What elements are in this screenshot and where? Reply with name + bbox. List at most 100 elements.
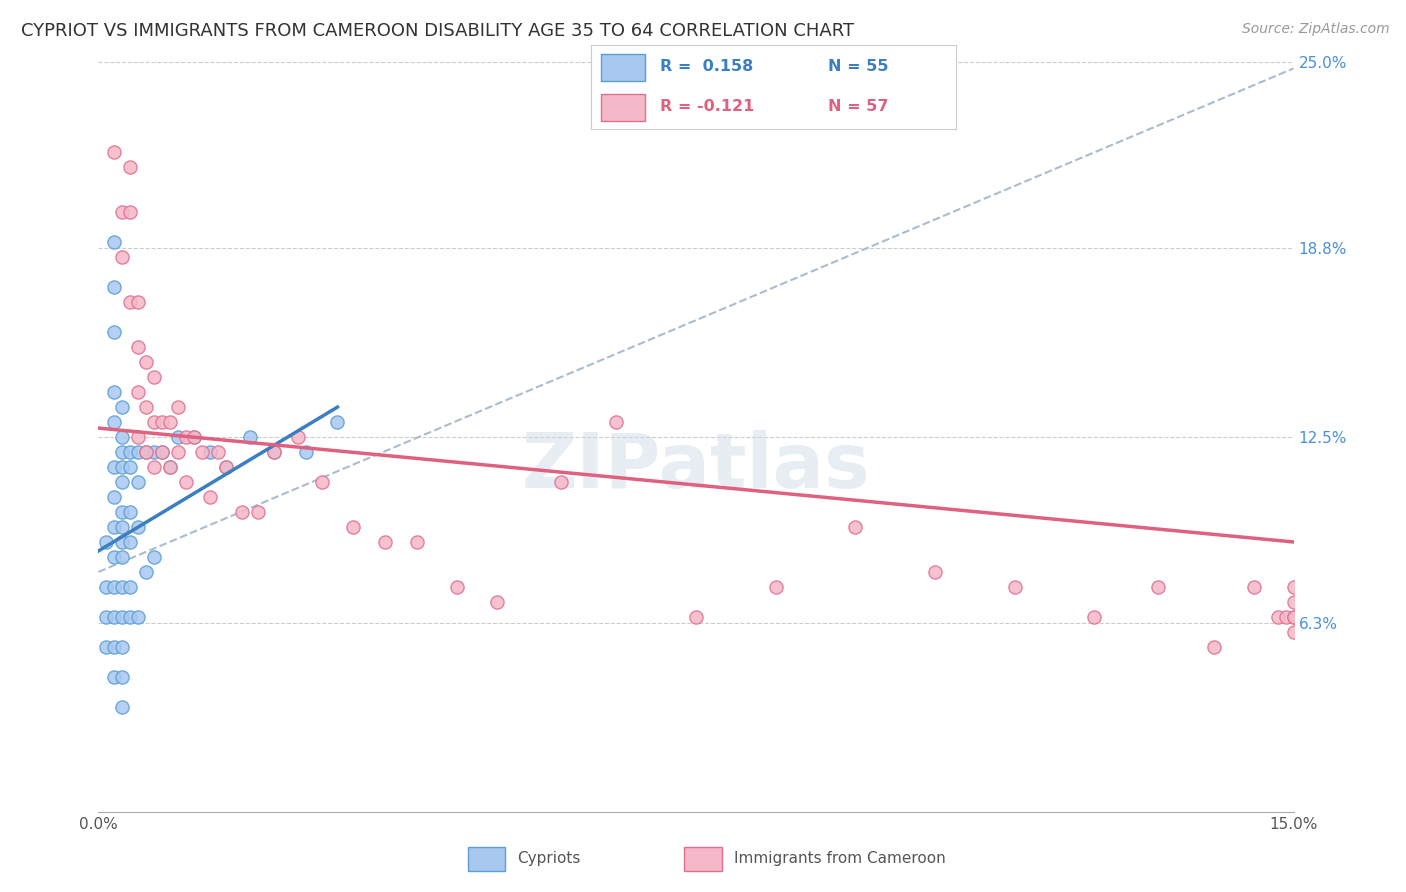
Point bbox=[135, 400, 157, 414]
Point bbox=[111, 699, 134, 714]
Point bbox=[1267, 610, 1289, 624]
Point bbox=[765, 580, 787, 594]
Point bbox=[1282, 610, 1305, 624]
Point bbox=[96, 640, 118, 654]
Point bbox=[103, 280, 125, 294]
Text: N = 55: N = 55 bbox=[828, 59, 889, 74]
Point bbox=[103, 549, 125, 564]
Point bbox=[150, 445, 173, 459]
Point bbox=[103, 325, 125, 339]
Point bbox=[111, 640, 134, 654]
Point bbox=[174, 475, 197, 489]
Point bbox=[127, 475, 149, 489]
Text: CYPRIOT VS IMMIGRANTS FROM CAMEROON DISABILITY AGE 35 TO 64 CORRELATION CHART: CYPRIOT VS IMMIGRANTS FROM CAMEROON DISA… bbox=[21, 22, 855, 40]
Point bbox=[120, 161, 142, 175]
Text: R =  0.158: R = 0.158 bbox=[659, 59, 754, 74]
Point bbox=[844, 520, 866, 534]
Point bbox=[294, 445, 316, 459]
Point bbox=[103, 580, 125, 594]
Text: Cypriots: Cypriots bbox=[517, 851, 581, 866]
Point bbox=[127, 385, 149, 400]
Point bbox=[1282, 580, 1305, 594]
Point bbox=[1004, 580, 1026, 594]
Point bbox=[159, 460, 181, 475]
Point bbox=[550, 475, 572, 489]
Point bbox=[96, 610, 118, 624]
Point bbox=[127, 445, 149, 459]
Point bbox=[1282, 610, 1305, 624]
Point bbox=[111, 205, 134, 219]
Point bbox=[326, 415, 349, 429]
Point bbox=[103, 490, 125, 504]
Point bbox=[605, 415, 627, 429]
Point bbox=[120, 535, 142, 549]
Point bbox=[103, 640, 125, 654]
FancyBboxPatch shape bbox=[602, 54, 645, 81]
Point bbox=[159, 460, 181, 475]
Point bbox=[103, 415, 125, 429]
Point bbox=[311, 475, 333, 489]
Point bbox=[103, 460, 125, 475]
Point bbox=[406, 535, 429, 549]
Point bbox=[215, 460, 238, 475]
Point bbox=[135, 445, 157, 459]
Point bbox=[1147, 580, 1170, 594]
Point bbox=[143, 370, 166, 384]
Point bbox=[215, 460, 238, 475]
Point bbox=[120, 610, 142, 624]
Point bbox=[150, 415, 173, 429]
Point bbox=[167, 430, 190, 444]
Point bbox=[135, 355, 157, 369]
Point bbox=[103, 385, 125, 400]
Point bbox=[127, 430, 149, 444]
Point bbox=[111, 475, 134, 489]
Point bbox=[103, 145, 125, 160]
Point bbox=[143, 445, 166, 459]
Point bbox=[111, 535, 134, 549]
Point bbox=[287, 430, 309, 444]
Point bbox=[1274, 610, 1296, 624]
Point bbox=[127, 295, 149, 310]
Point bbox=[120, 205, 142, 219]
Point bbox=[342, 520, 364, 534]
Point bbox=[120, 460, 142, 475]
Point bbox=[103, 520, 125, 534]
Point bbox=[120, 295, 142, 310]
Point bbox=[120, 445, 142, 459]
Point bbox=[127, 340, 149, 354]
Point bbox=[167, 445, 190, 459]
Point bbox=[685, 610, 707, 624]
Point bbox=[135, 445, 157, 459]
Point bbox=[96, 535, 118, 549]
Point bbox=[246, 505, 269, 519]
Point bbox=[239, 430, 262, 444]
Point bbox=[231, 505, 253, 519]
Point bbox=[111, 400, 134, 414]
Point bbox=[111, 445, 134, 459]
Point bbox=[1282, 624, 1305, 639]
Point bbox=[103, 610, 125, 624]
Text: Source: ZipAtlas.com: Source: ZipAtlas.com bbox=[1241, 22, 1389, 37]
FancyBboxPatch shape bbox=[602, 94, 645, 120]
Text: R = -0.121: R = -0.121 bbox=[659, 99, 754, 114]
Point bbox=[111, 580, 134, 594]
Point bbox=[207, 445, 229, 459]
Point bbox=[263, 445, 285, 459]
Point bbox=[111, 670, 134, 684]
Point bbox=[159, 415, 181, 429]
Point bbox=[924, 565, 946, 579]
Point bbox=[167, 400, 190, 414]
Point bbox=[198, 445, 221, 459]
Point bbox=[1282, 595, 1305, 609]
Point bbox=[198, 490, 221, 504]
Point bbox=[143, 549, 166, 564]
Point bbox=[1083, 610, 1105, 624]
Text: N = 57: N = 57 bbox=[828, 99, 889, 114]
Point bbox=[103, 670, 125, 684]
Point bbox=[111, 250, 134, 264]
Point bbox=[183, 430, 205, 444]
Point bbox=[120, 580, 142, 594]
Point bbox=[127, 610, 149, 624]
Point bbox=[191, 445, 214, 459]
Point bbox=[120, 505, 142, 519]
